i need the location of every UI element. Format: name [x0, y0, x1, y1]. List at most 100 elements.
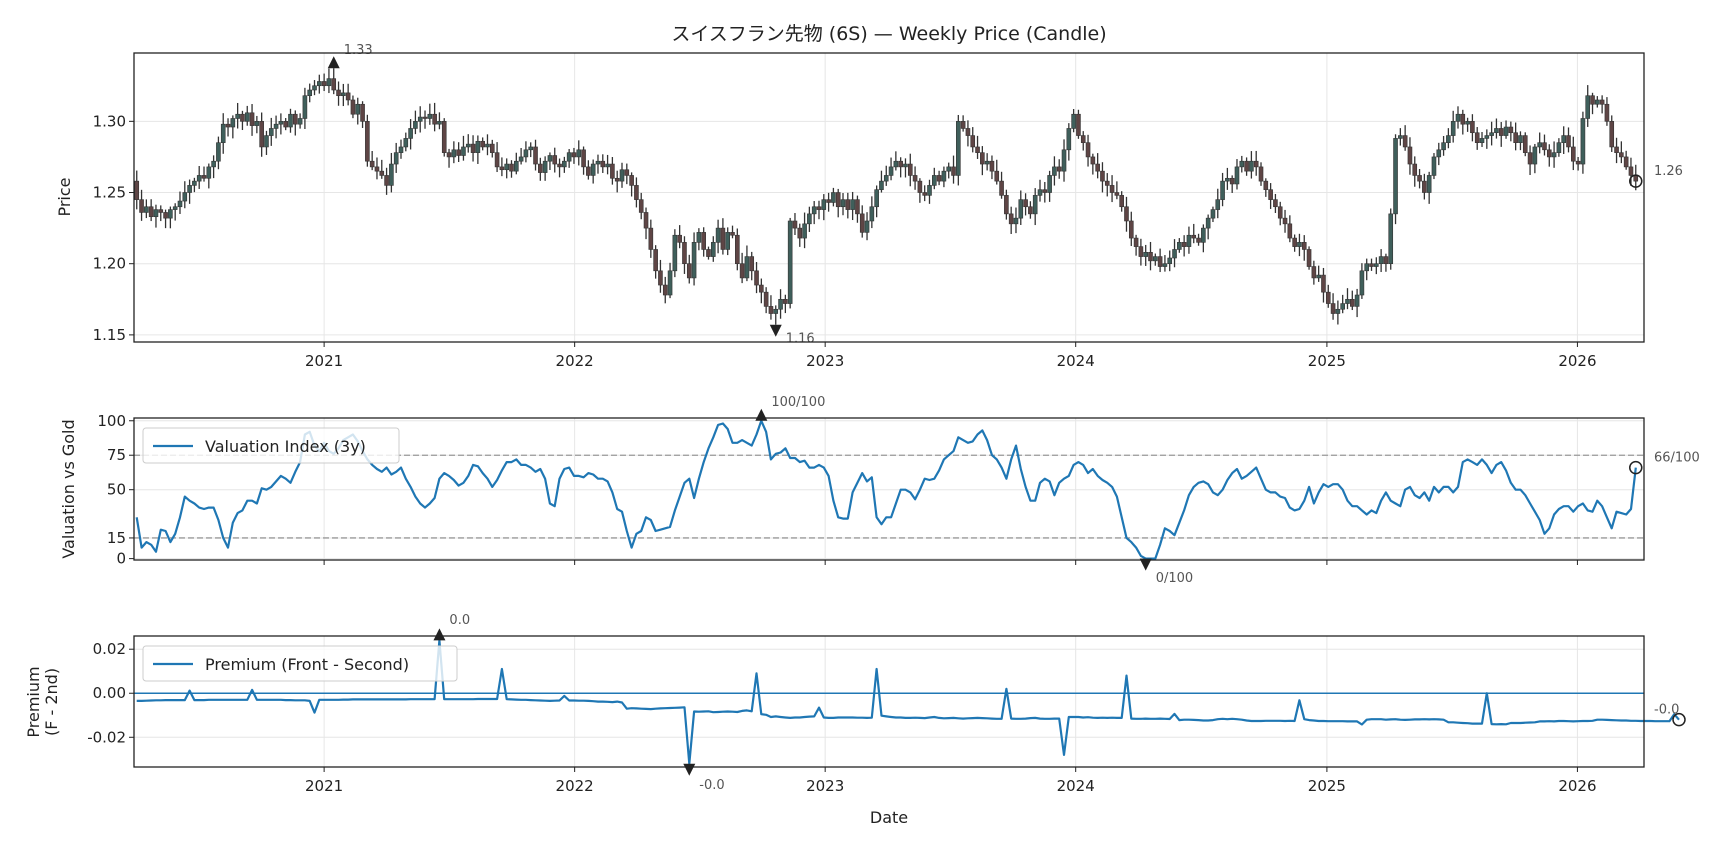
candle-body [1018, 199, 1024, 219]
candle-body [514, 160, 519, 172]
candle-body [1311, 266, 1317, 279]
candle-body [710, 242, 716, 257]
candle-body [1325, 291, 1331, 304]
candle-body [1268, 189, 1273, 200]
candle-body [653, 249, 658, 272]
candle-body [643, 212, 649, 229]
y-tick-label: 0 [116, 550, 126, 568]
candle-body [1527, 152, 1533, 165]
candle-body [235, 113, 240, 119]
candle-body [475, 140, 481, 153]
candle-body [1551, 152, 1557, 158]
candle-body [201, 175, 207, 179]
candle-body [494, 152, 500, 168]
candle-body [768, 306, 774, 314]
candle-body [672, 234, 678, 272]
candle-body [528, 146, 534, 151]
premium-panel: 2021 2022 2023 2024 2025 2026 -0.02 0.00 0.02 Pre… [87, 613, 1686, 795]
candle-body [946, 166, 952, 172]
x-axis-label: Date [870, 808, 908, 827]
candle-body [677, 234, 682, 243]
candle-body [1503, 126, 1509, 136]
candle-body [499, 166, 505, 171]
premium-ylabel-line2: (F - 2nd) [42, 668, 61, 736]
candle-body [312, 85, 317, 91]
candle-body [1518, 135, 1523, 143]
candle-body [1229, 177, 1235, 185]
candle-body [297, 118, 303, 125]
legend: Premium (Front - Second) [142, 645, 458, 682]
candle-body [288, 113, 293, 128]
candle-body [1450, 121, 1456, 136]
x-tick-label: 2021 [305, 352, 343, 370]
candle-body [1177, 242, 1182, 250]
candle-body [720, 227, 726, 250]
candle-body [802, 223, 807, 239]
candle-body [1561, 135, 1566, 143]
candle-body [148, 206, 154, 218]
candle-body [1556, 142, 1562, 153]
candle-body [355, 103, 361, 115]
candle-body [960, 121, 966, 129]
y-tick-label: 1.30 [93, 112, 126, 130]
candle-body [735, 234, 740, 264]
candle-body [1345, 298, 1350, 304]
max-annotation: 100/100 [771, 395, 825, 410]
candle-body [1066, 128, 1072, 151]
candle-body [1244, 160, 1249, 172]
candle-body [1287, 223, 1293, 239]
candle-body [686, 263, 692, 279]
candle-body [1383, 256, 1389, 264]
candle-body [461, 146, 466, 156]
candle-body [403, 138, 409, 148]
candle-body [845, 199, 851, 210]
candle-body [1566, 135, 1571, 148]
last-value-marker [1629, 460, 1643, 475]
candle-body [139, 199, 144, 213]
candle-body [859, 213, 865, 233]
candle-body [883, 175, 889, 182]
x-tick-label: 2022 [556, 777, 594, 795]
x-tick-label: 2023 [806, 777, 844, 795]
candle-body [1225, 177, 1230, 182]
chart-title: スイスフラン先物 (6S) — Weekly Price (Candle) [671, 23, 1106, 45]
candle-body [283, 121, 288, 128]
last-annotation: -0.0 [1654, 703, 1679, 718]
candle-body [345, 92, 351, 101]
candle-body [1124, 206, 1129, 222]
candle-body [691, 242, 697, 279]
x-tick-label: 2021 [305, 777, 343, 795]
candle-body [835, 192, 841, 208]
candle-body [1196, 237, 1201, 243]
candle-body [144, 206, 149, 213]
candle-body [451, 149, 457, 158]
min-marker-triangle-down-icon [683, 763, 696, 776]
price-ylabel: Price [55, 177, 74, 216]
candle-body [485, 143, 490, 148]
candle-body [1604, 103, 1610, 122]
candle-body [465, 143, 471, 148]
candle-body [600, 160, 606, 168]
axes-frame [133, 52, 1645, 343]
y-tick-label: 1.25 [93, 184, 126, 202]
candle-body [984, 160, 990, 165]
candle-body [614, 177, 620, 182]
candle-body [922, 192, 927, 196]
candle-body [701, 232, 706, 250]
legend: Valuation Index (3y) [142, 427, 400, 464]
y-tick-label: 50 [107, 481, 126, 499]
candle-body [216, 142, 221, 162]
candle-body [1571, 146, 1576, 162]
candle-body [874, 189, 879, 208]
candle-body [244, 112, 250, 122]
candle-body [1546, 149, 1552, 158]
candle-body [393, 152, 399, 165]
series-line [136, 639, 1680, 765]
candle-body [489, 143, 495, 153]
candle-body [826, 199, 831, 203]
candle-body [1431, 156, 1437, 176]
legend-box [142, 427, 400, 464]
candle-body [446, 152, 452, 158]
x-tick-label: 2023 [806, 352, 844, 370]
x-tick-label: 2025 [1308, 777, 1346, 795]
